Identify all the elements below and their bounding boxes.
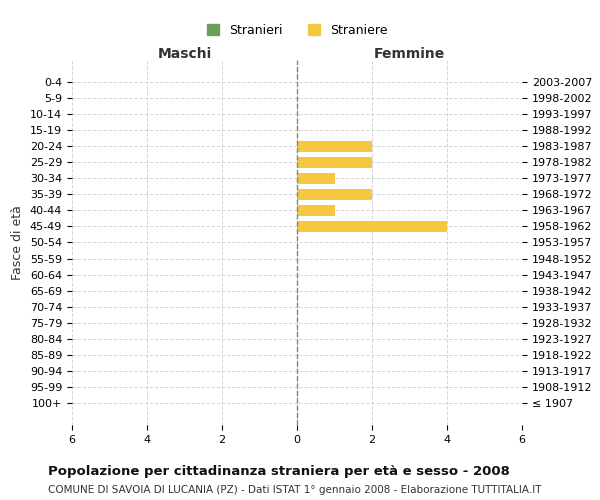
Bar xyxy=(297,173,335,184)
Bar xyxy=(297,205,335,216)
Text: COMUNE DI SAVOIA DI LUCANIA (PZ) - Dati ISTAT 1° gennaio 2008 - Elaborazione TUT: COMUNE DI SAVOIA DI LUCANIA (PZ) - Dati … xyxy=(48,485,542,495)
Y-axis label: Fasce di età: Fasce di età xyxy=(11,205,25,280)
Text: Maschi: Maschi xyxy=(157,48,212,62)
Legend: Stranieri, Straniere: Stranieri, Straniere xyxy=(202,19,392,42)
Text: Popolazione per cittadinanza straniera per età e sesso - 2008: Popolazione per cittadinanza straniera p… xyxy=(48,465,510,478)
Y-axis label: Anni di nascita: Anni di nascita xyxy=(599,196,600,289)
Bar xyxy=(297,221,447,232)
Text: Femmine: Femmine xyxy=(374,48,445,62)
Bar xyxy=(297,140,372,152)
Bar xyxy=(297,156,372,168)
Bar xyxy=(297,189,372,200)
